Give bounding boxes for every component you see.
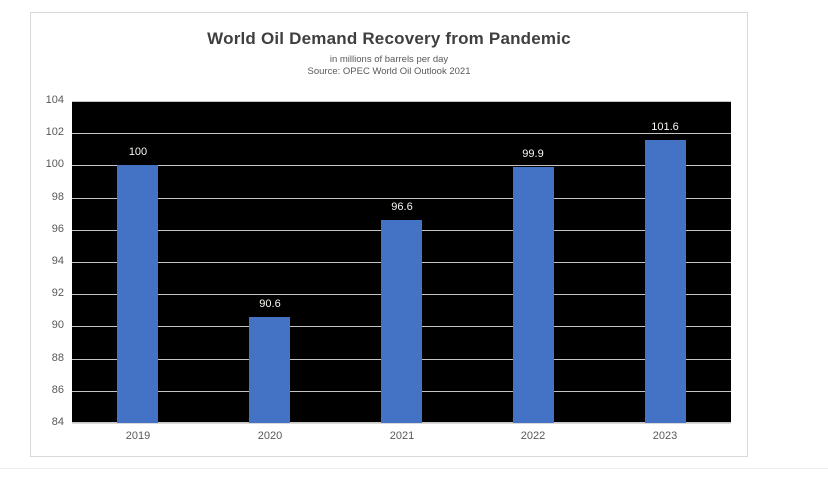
bar-2019[interactable] [117, 165, 158, 423]
y-axis-label: 100 [45, 158, 64, 170]
bar-value-label: 90.6 [259, 298, 281, 310]
y-axis-label: 96 [51, 223, 64, 235]
gridline [72, 133, 731, 134]
y-axis-label: 90 [51, 319, 64, 331]
x-axis-label: 2019 [125, 430, 151, 442]
y-axis-label: 104 [45, 94, 64, 106]
y-axis-label: 102 [45, 126, 64, 138]
chart-card[interactable]: World Oil Demand Recovery from Pandemic … [30, 12, 748, 457]
bar-value-label: 101.6 [651, 121, 679, 133]
plot-area: 100 90.6 96.6 99.9 101.6 [72, 101, 731, 424]
y-axis-label: 98 [51, 191, 64, 203]
gridline [72, 198, 731, 199]
x-axis: 2019 2020 2021 2022 2023 [72, 430, 731, 446]
gridline [72, 165, 731, 166]
bar-value-label: 99.9 [522, 148, 544, 160]
bar-2021[interactable] [381, 220, 422, 423]
bar-2023[interactable] [645, 140, 686, 423]
bottom-separator [0, 468, 828, 469]
gridline [72, 101, 731, 102]
chart-source-note: Source: OPEC World Oil Outlook 2021 [307, 66, 471, 77]
bar-value-label: 96.6 [391, 201, 413, 213]
chart-title: World Oil Demand Recovery from Pandemic [207, 29, 571, 48]
x-axis-label: 2023 [652, 430, 678, 442]
y-axis-label: 84 [51, 416, 64, 428]
bar-2020[interactable] [249, 317, 290, 423]
y-axis-label: 86 [51, 384, 64, 396]
chart-subtitle: in millions of barrels per day [329, 54, 449, 65]
x-axis-label: 2021 [389, 430, 415, 442]
y-axis: 84 86 88 90 92 94 96 98 100 102 104 [31, 94, 64, 428]
bar-2022[interactable] [513, 167, 554, 423]
y-axis-label: 92 [51, 287, 64, 299]
y-axis-label: 88 [51, 352, 64, 364]
x-axis-label: 2022 [520, 430, 546, 442]
y-axis-label: 94 [51, 255, 64, 267]
x-axis-label: 2020 [257, 430, 283, 442]
bar-value-label: 100 [128, 146, 148, 158]
